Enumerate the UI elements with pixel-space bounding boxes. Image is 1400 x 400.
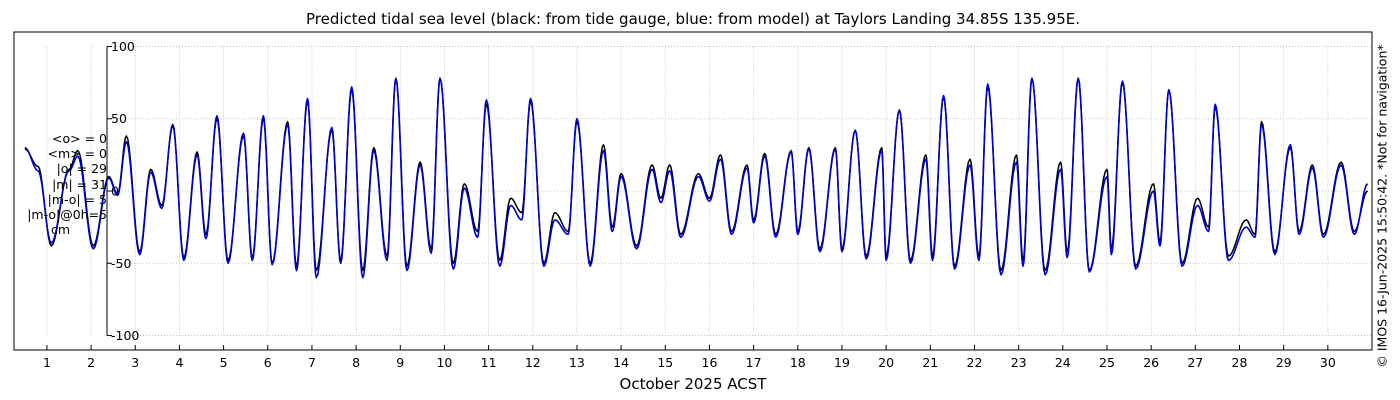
x-tick-label: 2 [87,355,95,370]
x-tick-label: 21 [922,355,938,370]
stat-abs-diff: |m-o| = 5 [47,191,107,207]
x-tick-label: 30 [1320,355,1336,370]
stat-unit: cm [50,222,71,238]
grid [46,46,1372,336]
x-tick-label: 19 [834,355,850,370]
x-tick-label: 11 [481,355,497,370]
series-model-line [24,77,1369,279]
x-tick-label: 5 [220,355,228,370]
y-tick-label: -100 [111,328,139,343]
x-tick-label: 26 [1143,355,1159,370]
x-tick-label: 22 [967,355,983,370]
y-tick-label: -50 [111,256,131,271]
x-tick-label: 14 [613,355,629,370]
x-tick-label: 3 [131,355,139,370]
copyright-notice: © IMOS 16-Jun-2025 15:50:42. *Not for na… [1374,44,1390,368]
x-tick-label: 7 [308,355,316,370]
y-tick-label: 100 [111,39,135,54]
x-tick-label: 16 [702,355,718,370]
x-tick-label: 13 [569,355,585,370]
x-ticks: 1 2 3 4 5 6 7 8 9 10 11 12 13 14 15 16 17 18 19 20 21 22 23 24 2… [43,345,1336,370]
x-tick-label: 20 [878,355,894,370]
x-tick-label: 1 [43,355,51,370]
x-tick-label: 23 [1011,355,1027,370]
x-tick-label: 4 [175,355,183,370]
x-tick-label: 10 [436,355,452,370]
x-tick-label: 29 [1276,355,1292,370]
x-tick-label: 9 [396,355,404,370]
x-tick-label: 27 [1187,355,1203,370]
stats-panel: <o> = 0 <m> = 0 |o| = 29 |m| = 31 |m-o| … [14,131,107,237]
chart-title: Predicted tidal sea level (black: from t… [306,10,1080,28]
stat-mean-model: <m> = 0 [47,146,108,162]
x-tick-label: 12 [525,355,541,370]
x-tick-label: 25 [1099,355,1115,370]
stat-abs-diff-0h: |m-o|@0h=5 [27,207,107,223]
y-tick-label: 50 [111,111,127,126]
series-group [24,77,1369,279]
x-tick-label: 18 [790,355,806,370]
stat-mean-observed: <o> = 0 [52,131,107,146]
stat-abs-observed: |o| = 29 [56,161,107,177]
plot-area [13,31,1373,351]
x-axis-label: October 2025 ACST [619,375,767,393]
stat-abs-model: |m| = 31 [52,176,107,192]
x-tick-label: 8 [352,355,360,370]
x-tick-label: 28 [1232,355,1248,370]
x-tick-label: 17 [746,355,762,370]
x-tick-label: 15 [657,355,673,370]
x-tick-label: 24 [1055,355,1071,370]
x-tick-label: 6 [264,355,272,370]
